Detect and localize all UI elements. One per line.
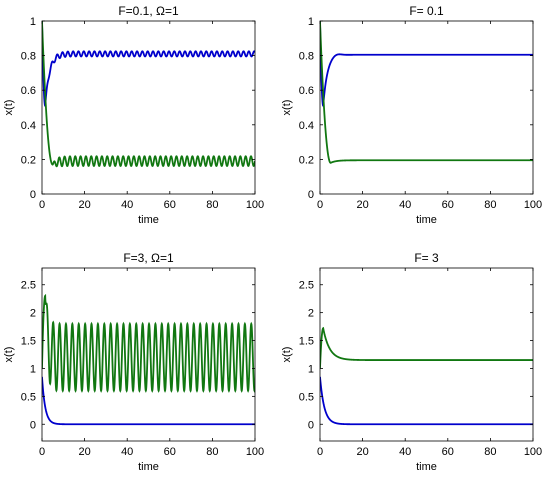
chart-title: F=3, Ω=1 bbox=[123, 251, 174, 265]
x-axis-label: time bbox=[416, 461, 437, 473]
series-line-2 bbox=[42, 293, 255, 393]
y-tick-label: 0.2 bbox=[21, 154, 36, 166]
y-tick-label: 0.8 bbox=[21, 51, 36, 63]
x-tick-label: 0 bbox=[39, 446, 45, 458]
panel-3: 0 20 40 60 80 100 0 0.5 1 1.5 2 2.5 F=3, Ω=1 time x(t) bbox=[3, 251, 264, 473]
axes-frame bbox=[41, 267, 256, 442]
x-tick-label: 80 bbox=[484, 199, 496, 211]
y-tick-label: 1 bbox=[30, 363, 36, 375]
axes-frame bbox=[319, 20, 534, 195]
y-tick-label: 1.5 bbox=[21, 336, 36, 348]
y-axis-label: x(t) bbox=[281, 347, 293, 363]
x-tick-label: 100 bbox=[246, 446, 264, 458]
y-tick-label: 0.8 bbox=[299, 51, 314, 63]
series-line-1 bbox=[42, 376, 255, 426]
y-tick-label: 0 bbox=[308, 419, 314, 431]
x-axis-label: time bbox=[138, 461, 159, 473]
y-tick-label: 1 bbox=[308, 363, 314, 375]
y-tick-label: 0.6 bbox=[299, 85, 314, 97]
series-line-1 bbox=[320, 21, 533, 108]
y-tick-label: 0.5 bbox=[299, 391, 314, 403]
y-tick-label: 2 bbox=[308, 308, 314, 320]
y-tick-label: 1 bbox=[30, 16, 36, 28]
x-tick-label: 40 bbox=[121, 446, 133, 458]
x-tick-label: 100 bbox=[524, 199, 542, 211]
series-line-2 bbox=[320, 326, 533, 369]
y-axis-label: x(t) bbox=[281, 100, 293, 116]
x-tick-label: 20 bbox=[78, 199, 90, 211]
x-tick-label: 20 bbox=[78, 446, 90, 458]
x-tick-label: 60 bbox=[164, 199, 176, 211]
x-tick-label: 0 bbox=[317, 199, 323, 211]
x-tick-label: 80 bbox=[206, 199, 218, 211]
x-tick-label: 40 bbox=[399, 446, 411, 458]
y-tick-label: 1 bbox=[308, 16, 314, 28]
x-tick-label: 60 bbox=[442, 446, 454, 458]
axes-frame bbox=[41, 20, 256, 195]
y-tick-label: 0.6 bbox=[21, 85, 36, 97]
x-tick-label: 0 bbox=[317, 446, 323, 458]
x-tick-label: 60 bbox=[164, 446, 176, 458]
x-tick-label: 100 bbox=[246, 199, 264, 211]
x-tick-label: 20 bbox=[356, 199, 368, 211]
y-tick-label: 2.5 bbox=[299, 280, 314, 292]
x-tick-label: 60 bbox=[442, 199, 454, 211]
panel-2: 0 20 40 60 80 100 0 0.2 0.4 0.6 0.8 1 F= 0.1 time x(t) bbox=[281, 4, 542, 226]
x-tick-label: 40 bbox=[399, 199, 411, 211]
x-axis-label: time bbox=[138, 214, 159, 226]
y-tick-label: 2.5 bbox=[21, 280, 36, 292]
y-tick-label: 1.5 bbox=[299, 336, 314, 348]
series-line-1 bbox=[320, 376, 533, 426]
y-tick-label: 0.4 bbox=[299, 120, 314, 132]
y-tick-label: 0.5 bbox=[21, 391, 36, 403]
x-tick-label: 100 bbox=[524, 446, 542, 458]
y-tick-label: 0 bbox=[30, 419, 36, 431]
chart-title: F=0.1, Ω=1 bbox=[118, 4, 179, 18]
x-tick-label: 80 bbox=[484, 446, 496, 458]
chart-title: F= 0.1 bbox=[409, 4, 444, 18]
x-tick-label: 20 bbox=[356, 446, 368, 458]
series-line-2 bbox=[42, 21, 255, 168]
y-tick-label: 0.2 bbox=[299, 154, 314, 166]
x-axis-label: time bbox=[416, 214, 437, 226]
panel-1: 0 20 40 60 80 100 0 0.2 0.4 0.6 0.8 1 F=0.1, Ω=1 time… bbox=[3, 4, 264, 226]
axes-frame bbox=[319, 267, 534, 442]
x-tick-label: 40 bbox=[121, 199, 133, 211]
y-tick-label: 0 bbox=[30, 189, 36, 201]
panel-4: 0 20 40 60 80 100 0 0.5 1 1.5 2 2.5 F= 3 time x(t) bbox=[281, 251, 542, 473]
x-tick-label: 80 bbox=[206, 446, 218, 458]
chart-title: F= 3 bbox=[414, 251, 439, 265]
series-line-2 bbox=[320, 21, 533, 164]
series-line-1 bbox=[42, 21, 255, 108]
y-axis-label: x(t) bbox=[3, 100, 15, 116]
y-axis-label: x(t) bbox=[3, 347, 15, 363]
y-tick-label: 0 bbox=[308, 189, 314, 201]
y-tick-label: 2 bbox=[30, 308, 36, 320]
x-tick-label: 0 bbox=[39, 199, 45, 211]
y-tick-label: 0.4 bbox=[21, 120, 36, 132]
